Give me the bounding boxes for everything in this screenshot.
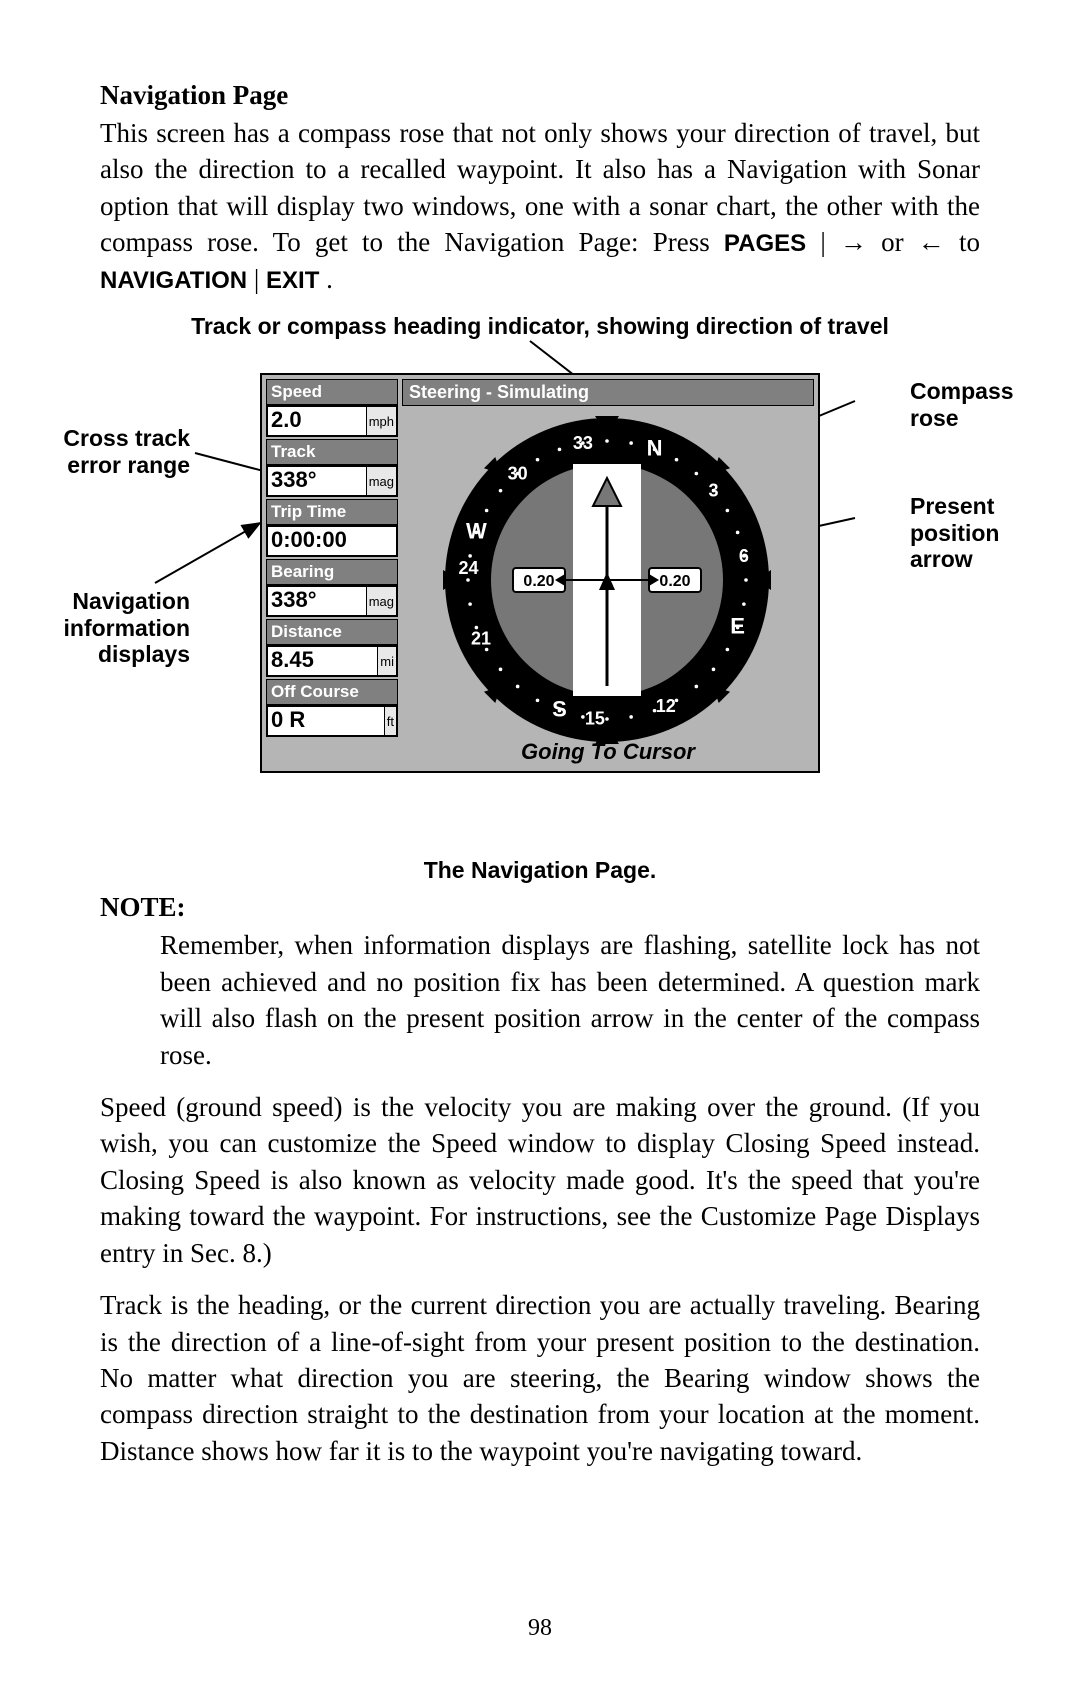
svg-text:W: W <box>466 519 487 544</box>
key-pages: PAGES <box>724 230 806 257</box>
svg-text:3: 3 <box>708 481 718 501</box>
info-box: Trip Time0:00:00 <box>266 499 398 557</box>
info-value: 0:00:00 <box>268 527 396 555</box>
intro-sep2: | <box>254 264 259 294</box>
track-paragraph: Track is the heading, or the current dir… <box>100 1287 980 1469</box>
figure-bottom-caption: The Navigation Page. <box>100 857 980 884</box>
svg-text:21: 21 <box>471 629 491 649</box>
compass-rose: NESW333612152124300.200.20 <box>422 405 792 745</box>
device-screen: Steering - Simulating Speed2.0mphTrack33… <box>260 373 820 773</box>
callout-compass-rose: Compass rose <box>910 378 1040 431</box>
info-label: Track <box>266 439 398 465</box>
info-value-row: 8.45mi <box>266 645 398 677</box>
going-to-label: Going To Cursor <box>402 739 814 765</box>
svg-text:N: N <box>647 436 663 461</box>
info-box: Speed2.0mph <box>266 379 398 437</box>
svg-text:12: 12 <box>656 696 676 716</box>
callout-present-position: Present position arrow <box>910 493 1040 572</box>
section-heading: Navigation Page <box>100 80 980 111</box>
info-column: Speed2.0mphTrack338°magTrip Time0:00:00B… <box>266 379 398 739</box>
key-exit: EXIT <box>266 267 319 294</box>
info-unit: mag <box>366 587 396 615</box>
info-box: Track338°mag <box>266 439 398 497</box>
info-box: Bearing338°mag <box>266 559 398 617</box>
info-unit: ft <box>384 707 396 735</box>
key-navigation: NAVIGATION <box>100 267 247 294</box>
info-value-row: 2.0mph <box>266 405 398 437</box>
info-label: Off Course <box>266 679 398 705</box>
intro-sep1: | → or ← to <box>820 227 980 257</box>
info-value-row: 338°mag <box>266 465 398 497</box>
svg-text:33: 33 <box>573 433 593 453</box>
info-label: Speed <box>266 379 398 405</box>
note-label: NOTE: <box>100 892 980 923</box>
svg-text:E: E <box>730 614 745 639</box>
info-value: 2.0 <box>268 407 366 435</box>
info-label: Bearing <box>266 559 398 585</box>
figure-top-caption: Track or compass heading indicator, show… <box>100 313 980 340</box>
svg-text:0.20: 0.20 <box>523 573 554 590</box>
note-paragraph: Remember, when information displays are … <box>160 927 980 1073</box>
svg-text:6: 6 <box>739 546 749 566</box>
info-unit: mag <box>366 467 396 495</box>
callout-cross-track: Cross track error range <box>30 425 190 478</box>
steering-title: Steering - Simulating <box>402 379 814 406</box>
svg-text:S: S <box>552 697 567 722</box>
callout-nav-info: Navigation information displays <box>30 588 190 667</box>
svg-text:15: 15 <box>585 709 605 729</box>
intro-paragraph: This screen has a compass rose that not … <box>100 115 980 297</box>
info-box: Off Course0 Rft <box>266 679 398 737</box>
page-number: 98 <box>0 1615 1080 1642</box>
info-value-row: 338°mag <box>266 585 398 617</box>
info-value: 338° <box>268 467 366 495</box>
navigation-figure: Track or compass heading indicator, show… <box>100 313 980 853</box>
info-value-row: 0 Rft <box>266 705 398 737</box>
info-unit: mph <box>366 407 396 435</box>
info-value: 8.45 <box>268 647 377 675</box>
speed-paragraph: Speed (ground speed) is the velocity you… <box>100 1089 980 1271</box>
info-value-row: 0:00:00 <box>266 525 398 557</box>
svg-text:24: 24 <box>459 558 479 578</box>
info-label: Trip Time <box>266 499 398 525</box>
svg-text:30: 30 <box>508 464 528 484</box>
intro-end: . <box>326 264 333 294</box>
manual-page: Navigation Page This screen has a compas… <box>0 0 1080 1682</box>
svg-text:0.20: 0.20 <box>659 573 690 590</box>
info-label: Distance <box>266 619 398 645</box>
info-box: Distance8.45mi <box>266 619 398 677</box>
info-unit: mi <box>377 647 396 675</box>
info-value: 0 R <box>268 707 384 735</box>
info-value: 338° <box>268 587 366 615</box>
